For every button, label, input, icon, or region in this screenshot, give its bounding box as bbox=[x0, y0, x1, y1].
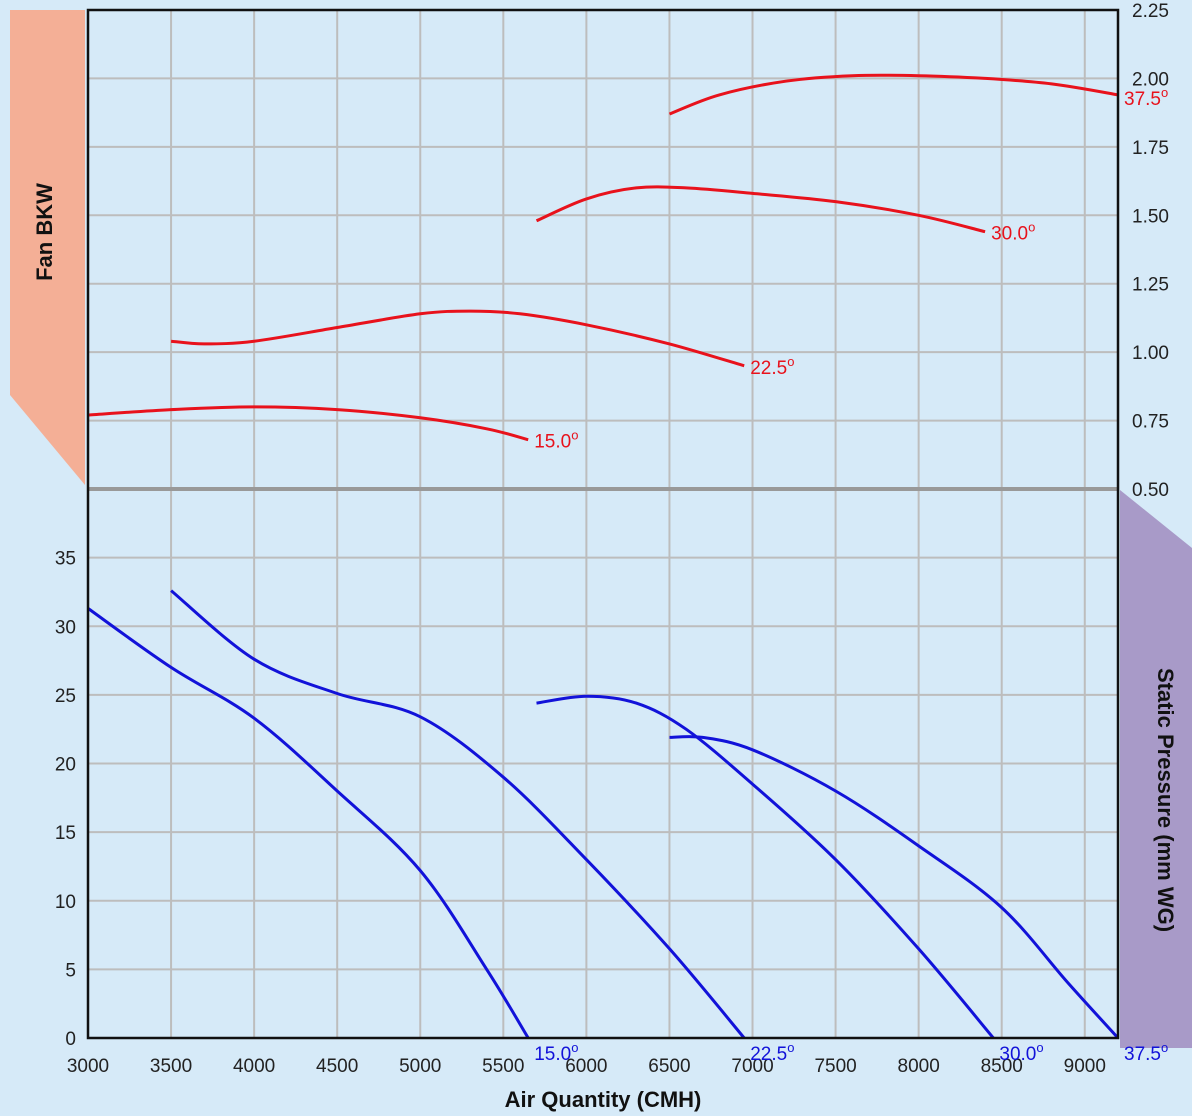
x-tick-label: 4000 bbox=[233, 1056, 275, 1077]
pressure-curve-37.5 bbox=[669, 735, 1120, 1040]
pressure-curve-22.5 bbox=[170, 589, 746, 1039]
fan-bkw-tick-label: 0.75 bbox=[1132, 412, 1169, 433]
pressure-curve-label-30.0: 30.0o bbox=[999, 1040, 1043, 1065]
bkw-curve-30.0 bbox=[535, 185, 986, 234]
bkw-curve-37.5 bbox=[668, 73, 1119, 116]
x-tick-label: 5500 bbox=[482, 1056, 524, 1077]
curve-labels: 15.0o 22.5o 30.0o 37.5o 15.0o 22.5o 30.0o 37.5o bbox=[534, 85, 1168, 1065]
x-tick-label: 8000 bbox=[898, 1056, 940, 1077]
x-tick-label: 7000 bbox=[731, 1056, 773, 1077]
static-pressure-tick-labels: 0 5 10 15 20 25 30 35 bbox=[55, 549, 76, 1050]
bkw-curve-label-22.5: 22.5o bbox=[750, 354, 794, 379]
x-tick-label: 8500 bbox=[981, 1056, 1023, 1077]
pressure-curve-label-15.0: 15.0o bbox=[534, 1040, 578, 1065]
fan-bkw-axis-title: Fan BKW bbox=[32, 183, 57, 281]
static-pressure-tick-label: 15 bbox=[55, 823, 76, 844]
x-tick-label: 6500 bbox=[648, 1056, 690, 1077]
bkw-curve-label-37.5: 37.5o bbox=[1124, 85, 1168, 110]
x-tick-label: 5000 bbox=[399, 1056, 441, 1077]
x-tick-label: 7500 bbox=[814, 1056, 856, 1077]
static-pressure-tick-label: 5 bbox=[65, 960, 76, 981]
static-pressure-tick-label: 10 bbox=[55, 892, 76, 913]
static-pressure-axis-title: Static Pressure (mm WG) bbox=[1153, 668, 1178, 932]
fan-bkw-tick-label: 1.00 bbox=[1132, 343, 1169, 364]
x-tick-label: 4500 bbox=[316, 1056, 358, 1077]
x-axis-title: Air Quantity (CMH) bbox=[505, 1087, 702, 1112]
bkw-curve-15.0 bbox=[87, 405, 529, 442]
fan-bkw-tick-labels: 0.50 0.75 1.00 1.25 1.50 1.75 2.00 2.25 bbox=[1132, 1, 1169, 501]
static-pressure-tick-label: 35 bbox=[55, 549, 76, 570]
fan-bkw-tick-label: 2.25 bbox=[1132, 1, 1169, 22]
fan-bkw-tick-label: 1.25 bbox=[1132, 275, 1169, 296]
x-tick-label: 3000 bbox=[67, 1056, 109, 1077]
pressure-curve-label-37.5: 37.5o bbox=[1124, 1040, 1168, 1065]
x-tick-label: 9000 bbox=[1064, 1056, 1106, 1077]
plot-area bbox=[88, 10, 1118, 1038]
static-pressure-tick-label: 30 bbox=[55, 617, 76, 638]
static-pressure-tick-label: 20 bbox=[55, 755, 76, 776]
static-pressure-tick-label: 0 bbox=[65, 1029, 76, 1050]
fan-bkw-tick-label: 1.75 bbox=[1132, 138, 1169, 159]
fan-bkw-band bbox=[10, 10, 85, 485]
fan-bkw-tick-label: 2.00 bbox=[1132, 69, 1169, 90]
x-tick-label: 3500 bbox=[150, 1056, 192, 1077]
bkw-curve-22.5 bbox=[170, 309, 745, 368]
static-pressure-band bbox=[1120, 490, 1192, 1048]
curves bbox=[87, 73, 1120, 1040]
pressure-curve-label-22.5: 22.5o bbox=[750, 1040, 794, 1065]
fan-bkw-tick-label: 0.50 bbox=[1132, 480, 1169, 501]
x-tick-label: 6000 bbox=[565, 1056, 607, 1077]
x-tick-labels: 3000 3500 4000 4500 5000 5500 6000 6500 7000 7500… bbox=[67, 1056, 1106, 1077]
bkw-curve-label-15.0: 15.0o bbox=[534, 428, 578, 453]
pressure-curve-30.0 bbox=[536, 694, 995, 1039]
fan-bkw-tick-label: 1.50 bbox=[1132, 206, 1169, 227]
plot-frame bbox=[86, 8, 1120, 1040]
pressure-curve-15.0 bbox=[87, 607, 530, 1039]
static-pressure-tick-label: 25 bbox=[55, 686, 76, 707]
bkw-curve-label-30.0: 30.0o bbox=[991, 220, 1035, 245]
